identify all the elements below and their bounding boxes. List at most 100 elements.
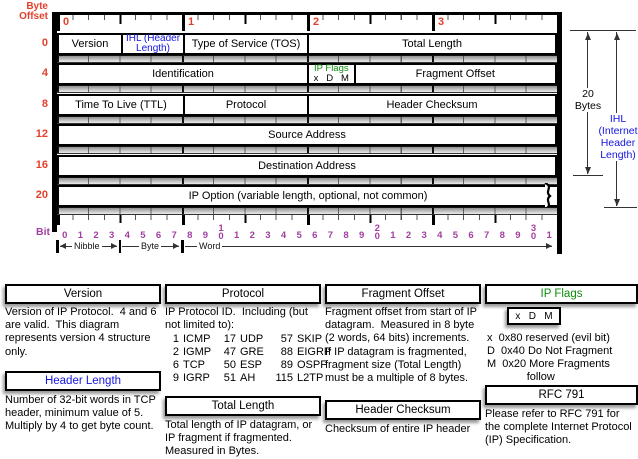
bit-number: 8 — [343, 230, 349, 241]
note-title-fragment-offset-text: Fragment Offset — [361, 288, 445, 300]
grid-left-bar — [52, 12, 57, 232]
field-source-address-label: Source Address — [268, 128, 346, 141]
protocol-id: 50 — [223, 359, 236, 371]
protocol-id: 17 — [223, 333, 236, 345]
variable-length-squiggle — [544, 183, 552, 209]
header-row-byte12: Source Address — [57, 124, 557, 146]
note-title-total-length: Total Length — [165, 396, 321, 416]
row-offset-12: 12 — [35, 128, 48, 140]
note-body-version: Version of IP Protocol. 4 and 6 are vali… — [5, 306, 160, 358]
note-col-fragment-offset: Fragment Offset Fragment offset from sta… — [325, 281, 481, 459]
bit-ruler-ticks — [57, 215, 557, 225]
note-title-fragment-offset: Fragment Offset — [325, 284, 481, 304]
bit-number: 2 — [405, 230, 412, 241]
note-title-ip-flags: IP Flags — [485, 284, 638, 304]
bit-number: 1 — [234, 230, 240, 241]
byte-ruler-0: 0 — [63, 16, 70, 28]
protocol-id: 6 — [172, 359, 179, 371]
bit-number: 8 — [187, 230, 193, 241]
note-title-protocol: Protocol — [165, 284, 321, 304]
header-row-byte16: Destination Address — [57, 155, 557, 177]
note-col-protocol: Protocol IP Protocol ID. Including (but … — [165, 281, 331, 459]
protocol-name: AH — [240, 372, 256, 384]
byte-ruler-2: 2 — [313, 16, 320, 28]
protocol-id: 88 — [280, 346, 293, 358]
word-arrow-right — [546, 243, 552, 249]
ihl-span-label: IHL (Internet Header Length) — [598, 113, 638, 161]
bit-number: 7 — [327, 230, 334, 241]
nibble-label: Nibble — [72, 241, 102, 251]
header-row-byte0: Version IHL (Header Length) Type of Serv… — [57, 33, 557, 55]
field-tos-label: Type of Service (TOS) — [191, 37, 301, 50]
row-offset-4: 4 — [41, 67, 48, 79]
note-body-total-length: Total length of IP datagram, or IP fragm… — [165, 419, 316, 458]
note-title-rfc791: RFC 791 — [485, 385, 638, 405]
protocol-id-table: 1 ICMP 17 UDP 57 SKIP 2 IGMP 47 GRE 88 EIGRP 6 TCP 50 E… — [167, 333, 331, 385]
bit-number: 5 — [452, 230, 459, 241]
protocol-name: SKIP — [297, 333, 323, 345]
field-version-label: Version — [71, 37, 109, 50]
bit-number: 4 — [280, 230, 287, 241]
bit-number: 9 — [515, 230, 521, 241]
bit-number: 4 — [124, 230, 130, 241]
ip-flags-bits-box: x D M — [507, 307, 561, 325]
bit-number: 6 — [155, 230, 162, 241]
ihl-arrowhead-bottom — [613, 199, 620, 206]
field-destination-address: Destination Address — [59, 157, 555, 175]
row-gutter — [57, 207, 557, 215]
twenty-bytes-label: 20 Bytes — [570, 88, 606, 112]
protocol-id: 47 — [223, 346, 236, 358]
span-top-line — [570, 30, 636, 31]
field-ip-flags-bits: x D M — [313, 72, 349, 84]
header-row-byte8: Time To Live (TTL) Protocol Header Check… — [57, 94, 557, 116]
row-offset-20: 20 — [35, 189, 48, 201]
bit-number: 2 — [249, 230, 255, 241]
bit-number: 6 — [468, 230, 474, 241]
field-total-length: Total Length — [307, 35, 555, 53]
field-source-address: Source Address — [59, 126, 555, 144]
row-gutter — [57, 116, 557, 124]
bit-number: 7 — [171, 230, 177, 241]
note-title-version-text: Version — [63, 288, 103, 300]
note-title-header-length: Header Length — [5, 371, 161, 391]
note-col-ip-flags: IP Flags x D M x 0x80 reserved (evil bit… — [485, 281, 638, 459]
row-offset-0: 0 — [41, 37, 48, 49]
note-title-protocol-text: Protocol — [221, 288, 265, 300]
note-title-header-checksum: Header Checksum — [325, 400, 481, 420]
field-ip-flags-label: IP Flags — [313, 63, 349, 75]
bit-axis-label: Bit — [36, 226, 50, 238]
note-title-ip-flags-text: IP Flags — [540, 288, 583, 300]
bit-number: 7 — [484, 230, 490, 241]
row-gutter — [57, 85, 557, 93]
field-fragment-offset-label: Fragment Offset — [415, 67, 495, 80]
note-title-header-checksum-text: Header Checksum — [355, 404, 451, 416]
protocol-id: 115 — [275, 372, 293, 384]
scale-bar-bit4 — [118, 240, 121, 253]
nibble-arrow-left — [60, 243, 66, 249]
word-span-line — [185, 246, 552, 247]
protocol-name: UDP — [240, 333, 264, 345]
top-ruler-ticks — [57, 15, 557, 31]
protocol-id: 1 — [172, 333, 179, 345]
row-gutter — [57, 146, 557, 154]
row-gutter — [57, 177, 557, 185]
bit-number: 9 — [359, 230, 365, 241]
field-ihl: IHL (Header Length) — [121, 34, 183, 54]
bit-number: 0 — [62, 230, 68, 241]
row-gutter — [57, 55, 557, 63]
grid-right-bar — [557, 12, 562, 254]
field-ip-flags: IP Flags x D M — [307, 63, 354, 84]
field-protocol: Protocol — [183, 96, 307, 114]
field-header-checksum: Header Checksum — [307, 96, 555, 114]
protocol-name: ICMP — [183, 333, 211, 345]
bit-number: 1 — [77, 230, 84, 241]
bit-number: 2 — [93, 230, 99, 241]
nibble-arrow-right — [111, 243, 117, 249]
field-total-length-label: Total Length — [402, 37, 462, 50]
bit-number: 9 — [202, 230, 209, 241]
field-ip-option-label: IP Option (variable length, optional, no… — [188, 189, 428, 202]
